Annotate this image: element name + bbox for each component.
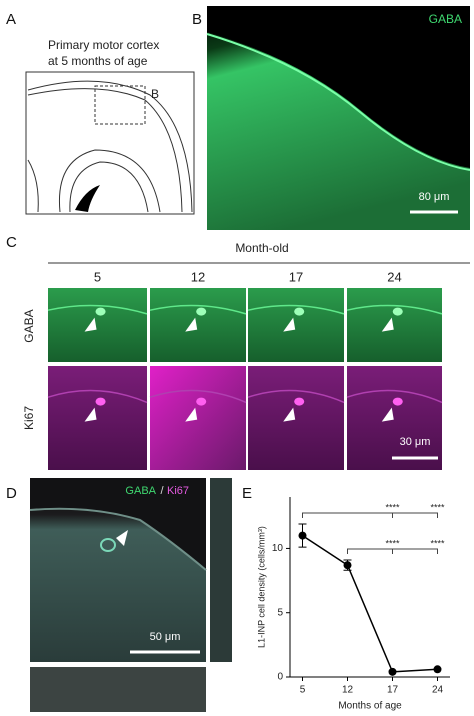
pia-edge (206, 33, 471, 171)
title-line: Primary motor cortex (48, 38, 159, 52)
cell (95, 397, 106, 406)
header: Month-old (235, 241, 288, 255)
micrograph (48, 288, 147, 362)
line (302, 534, 438, 673)
row-label: GABA (22, 309, 36, 342)
arrowhead (283, 317, 296, 332)
column-label: 24 (387, 269, 401, 284)
ventricle (58, 149, 161, 213)
midline (27, 159, 39, 213)
micrograph (347, 288, 442, 362)
y-tick-label: 10 (272, 543, 284, 554)
micrograph (248, 288, 344, 362)
tissue-edge (247, 304, 345, 315)
cell (196, 397, 207, 406)
cell (100, 538, 116, 552)
panel-label: C (6, 234, 17, 251)
point (343, 561, 352, 570)
micrograph (248, 366, 344, 470)
arrowhead (84, 407, 97, 422)
side-projection (210, 478, 232, 662)
cell (294, 397, 305, 406)
panel-label: E (242, 485, 252, 502)
tissue-edge (47, 389, 148, 404)
scale-label: 50 μm (150, 631, 181, 643)
x-tick-label: 17 (387, 685, 399, 696)
cell (392, 397, 403, 406)
x-tick-label: 24 (432, 685, 444, 696)
panel-a: A Primary motor cortex at 5 months of ag… (6, 11, 195, 215)
tissue-edge (346, 389, 443, 404)
column-label: 5 (94, 269, 101, 284)
stain-label: GABA (429, 12, 462, 26)
sig-label: **** (385, 538, 400, 548)
arrowhead (116, 530, 128, 546)
cell (196, 307, 207, 316)
x-tick-label: 5 (300, 685, 306, 696)
x-axis-label: Months of age (338, 701, 402, 712)
background (30, 478, 206, 570)
tissue-edge (346, 304, 443, 315)
y-tick-label: 5 (277, 607, 283, 618)
row-label: Ki67 (22, 406, 36, 430)
arrowhead (381, 407, 394, 422)
arrowhead (84, 317, 97, 332)
micrograph (150, 366, 246, 470)
ventricle-fill (75, 185, 100, 212)
panel-c: C Month-old GABA Ki67 5 12 17 24 30 μm (6, 234, 470, 470)
title-line: at 5 months of age (48, 54, 148, 68)
cortex-outline (27, 80, 193, 213)
scale-label: 30 μm (400, 436, 431, 448)
sig-label: **** (430, 502, 445, 512)
sig-label: **** (430, 538, 445, 548)
stain-separator: / (160, 485, 164, 497)
inset-label: B (151, 87, 159, 101)
panel-e: E 0 5 10 L1-INP cell density (cells/mm³) Mon… (242, 485, 450, 712)
schematic-frame (25, 71, 195, 215)
scale-label: 80 μm (419, 191, 450, 203)
cortex-outline (27, 88, 183, 213)
column-label: 17 (289, 269, 303, 284)
tissue-edge (47, 304, 148, 315)
y-axis-label: L1-INP cell density (cells/mm³) (256, 526, 266, 648)
stain-label: Ki67 (167, 485, 189, 497)
arrowhead (185, 407, 198, 422)
sig-label: **** (385, 502, 400, 512)
panel-label: B (192, 11, 202, 28)
background (207, 6, 470, 168)
arrowhead (283, 407, 296, 422)
panel-b: B GABA 80 μm (192, 6, 471, 230)
pia-edge (29, 507, 207, 571)
arrowhead (185, 317, 198, 332)
cell (392, 307, 403, 316)
sig-bracket (302, 512, 438, 518)
sig-bracket (347, 548, 438, 554)
x-tick-label: 12 (342, 685, 354, 696)
panel-label: D (6, 485, 17, 502)
micrograph (150, 288, 246, 362)
panel-label: A (6, 11, 16, 28)
micrograph (48, 366, 147, 470)
y-tick-label: 0 (277, 672, 283, 683)
tissue-edge (149, 389, 247, 404)
point (388, 667, 397, 676)
column-label: 12 (191, 269, 205, 284)
cell (294, 307, 305, 316)
cell (95, 307, 106, 316)
point (298, 531, 307, 540)
bottom-projection (30, 667, 206, 712)
inset-box (94, 85, 146, 125)
tissue-edge (247, 389, 345, 404)
micrograph (347, 366, 442, 470)
panel-d: D GABA / Ki67 50 μm (6, 478, 232, 712)
tissue-edge (149, 304, 247, 315)
point (433, 665, 442, 674)
stain-label: GABA (125, 485, 156, 497)
arrowhead (381, 317, 394, 332)
